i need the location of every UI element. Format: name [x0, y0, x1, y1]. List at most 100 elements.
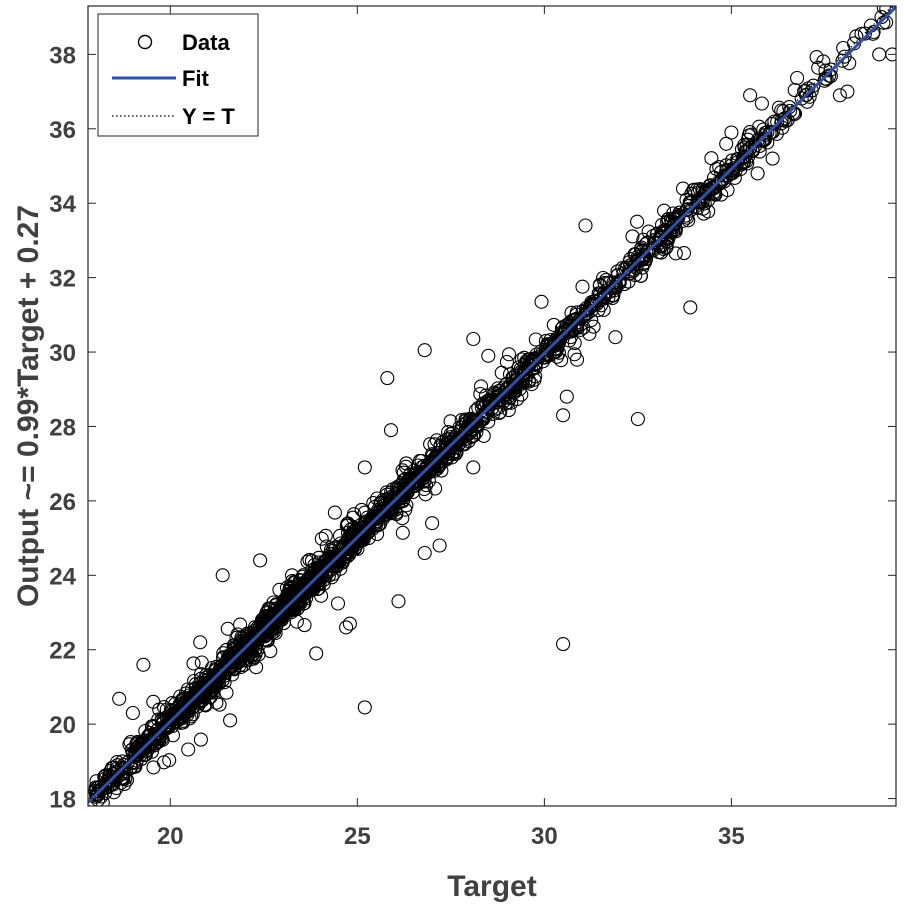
data-point	[452, 420, 467, 435]
data-point	[466, 460, 481, 475]
data-point	[612, 273, 627, 288]
data-point	[579, 303, 594, 318]
data-point	[289, 614, 304, 629]
data-point	[657, 203, 672, 218]
data-point	[696, 201, 711, 216]
data-point	[169, 711, 184, 726]
data-point	[194, 655, 209, 670]
x-tick-label: 30	[531, 823, 558, 850]
data-point	[383, 423, 399, 438]
data-point	[432, 538, 447, 553]
data-point	[740, 156, 755, 171]
data-point	[404, 477, 419, 492]
data-point	[414, 453, 429, 469]
data-point	[322, 547, 337, 562]
y-tick-label: 34	[49, 191, 76, 218]
y-tick-label: 18	[49, 787, 76, 814]
data-point	[630, 214, 645, 229]
data-point	[444, 439, 459, 454]
data-point	[701, 183, 716, 198]
data-point	[302, 552, 317, 567]
x-tick-label: 25	[344, 823, 371, 850]
data-point	[327, 505, 342, 520]
fit-line	[88, 6, 896, 804]
data-point	[724, 125, 739, 140]
data-point	[143, 736, 158, 751]
data-point	[280, 587, 295, 602]
data-point	[342, 616, 357, 631]
data-point	[495, 386, 510, 401]
data-point	[556, 637, 571, 652]
data-point	[840, 84, 855, 99]
data-point	[391, 594, 406, 609]
data-point	[457, 436, 472, 451]
data-point	[426, 454, 441, 469]
data-point	[395, 463, 410, 478]
data-point	[790, 70, 805, 86]
data-point	[417, 343, 432, 358]
data-point	[459, 421, 474, 436]
data-point	[125, 705, 140, 721]
data-point	[193, 671, 209, 686]
data-point	[688, 199, 703, 214]
data-point	[112, 691, 127, 706]
x-tick-label: 35	[718, 823, 745, 850]
data-point	[502, 390, 517, 405]
data-point	[388, 489, 403, 504]
data-point	[97, 769, 112, 784]
y-axis-label: Output ~= 0.99*Target + 0.27	[12, 205, 45, 607]
data-point	[233, 617, 248, 632]
data-point	[885, 47, 896, 62]
data-point	[310, 582, 325, 597]
data-point	[492, 388, 507, 403]
data-point	[646, 235, 661, 250]
data-point	[146, 694, 161, 709]
data-point	[738, 144, 753, 159]
data-point	[128, 749, 143, 764]
y-tick-label: 24	[49, 563, 76, 590]
data-point	[675, 181, 691, 196]
data-point	[578, 218, 593, 233]
data-point	[849, 29, 864, 44]
data-point	[765, 151, 780, 166]
data-point	[625, 229, 640, 244]
data-point	[357, 700, 372, 715]
data-point	[408, 470, 423, 485]
data-point	[865, 26, 881, 41]
tick-labels: 20 25 30 35 18 20 22 24 26 28 30 32 34 36 38	[49, 42, 744, 850]
data-point	[383, 485, 399, 500]
data-point	[809, 50, 824, 65]
data-point	[146, 719, 161, 734]
data-point	[263, 601, 278, 616]
data-point	[242, 652, 257, 667]
data-point	[162, 753, 177, 768]
data-point	[832, 88, 847, 103]
data-point	[466, 412, 481, 427]
data-point	[435, 449, 450, 464]
data-point	[505, 375, 520, 390]
data-point	[376, 501, 391, 517]
data-point	[481, 414, 496, 429]
data-point	[212, 697, 227, 712]
data-point	[586, 319, 601, 334]
data-point	[608, 330, 623, 345]
legend: Data Fit Y = T	[97, 13, 259, 137]
data-point	[202, 685, 217, 700]
data-point	[340, 516, 355, 531]
data-point	[103, 814, 116, 827]
data-point	[676, 246, 692, 261]
data-point	[542, 338, 558, 353]
data-point	[608, 277, 623, 292]
data-point	[596, 302, 611, 317]
data-point	[297, 618, 312, 633]
data-point	[524, 377, 539, 392]
data-point	[98, 768, 113, 783]
data-point	[181, 742, 196, 757]
y-tick-label: 22	[49, 638, 76, 665]
data-point	[227, 639, 243, 655]
data-point	[117, 776, 132, 792]
data-point	[731, 152, 746, 167]
data-point	[760, 125, 775, 140]
data-point	[473, 379, 489, 394]
